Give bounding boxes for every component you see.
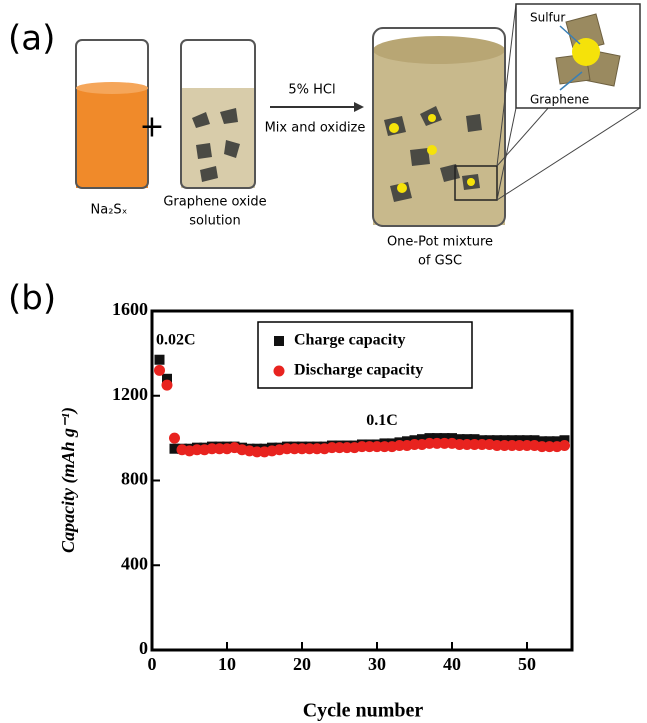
product-label: of GSC: [418, 254, 462, 269]
panel-label: (b): [8, 279, 56, 319]
arrowhead: [354, 102, 364, 112]
legend-marker: [274, 336, 284, 346]
legend-label: Discharge capacity: [294, 362, 423, 379]
solution-label: Graphene oxide: [163, 195, 266, 210]
y-tick-label: 1200: [112, 384, 148, 404]
x-tick-label: 0: [148, 654, 157, 674]
y-axis-label: Capacity (mAh g⁻¹): [58, 407, 79, 553]
reactant-label: Na₂Sₓ: [91, 203, 128, 218]
marker: [169, 433, 180, 444]
liquid: [373, 50, 505, 225]
chart: (b) Cycle number Capacity (mAh g⁻¹) 0 10 2…: [8, 279, 572, 722]
solution-label: solution: [189, 214, 240, 229]
liquid-top: [373, 36, 505, 64]
inset-label: Graphene: [530, 93, 589, 107]
plus: +: [139, 110, 164, 145]
marker: [154, 365, 165, 376]
marker: [155, 355, 165, 365]
y-tick-label: 0: [139, 638, 148, 658]
liquid-top: [76, 82, 148, 94]
x-tick-label: 30: [368, 654, 386, 674]
x-tick-label: 20: [293, 654, 311, 674]
figure: (a) + Na₂Sₓ Graphene oxide solution 5% H…: [0, 0, 647, 723]
inset-sulfur: [572, 38, 600, 66]
marker: [559, 440, 570, 451]
product-label: One-Pot mixture: [387, 235, 493, 250]
legend-label: Charge capacity: [294, 332, 406, 349]
reagent-label: 5% HCl: [288, 83, 335, 98]
x-tick-label: 40: [443, 654, 461, 674]
legend-marker: [274, 366, 285, 377]
y-tick-label: 1600: [112, 299, 148, 319]
liquid: [181, 88, 255, 188]
page: (a) + Na₂Sₓ Graphene oxide solution 5% H…: [0, 0, 647, 723]
x-tick-label: 50: [518, 654, 536, 674]
x-axis-label: Cycle number: [303, 700, 424, 722]
annotation: 0.1C: [366, 412, 398, 429]
marker: [162, 380, 173, 391]
y-tick-label: 800: [121, 469, 148, 489]
liquid: [76, 88, 148, 188]
annotation: 0.02C: [156, 332, 196, 349]
panel-label: (a): [8, 19, 55, 59]
x-tick-label: 10: [218, 654, 236, 674]
inset-label: Sulfur: [530, 11, 565, 25]
process-label: Mix and oxidize: [265, 121, 366, 136]
y-tick-label: 400: [121, 553, 148, 573]
diagram: (a) + Na₂Sₓ Graphene oxide solution 5% H…: [8, 4, 640, 269]
